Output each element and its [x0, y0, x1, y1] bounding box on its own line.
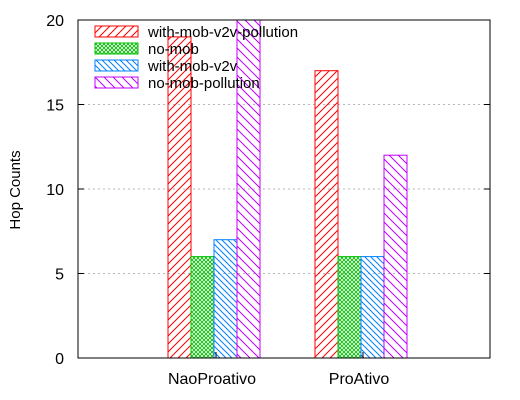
legend-label: with-mob-v2v	[147, 58, 238, 75]
legend-label: no-mob-pollution	[148, 75, 260, 92]
legend-label: with-mob-v2v-pollution	[147, 24, 298, 41]
y-tick-label: 10	[46, 182, 64, 199]
y-tick-label: 20	[46, 13, 64, 30]
bar-with-mob-v2v-NaoProativo	[213, 239, 238, 359]
bar-no-mob-pollution-NaoProativo	[236, 19, 261, 359]
grid-lines	[78, 104, 490, 274]
y-tick-label: 5	[55, 267, 64, 284]
legend-label: no-mob	[148, 41, 199, 58]
legend-swatch	[94, 42, 139, 55]
y-axis-title: Hop Counts	[7, 150, 24, 229]
bar-no-mob-NaoProativo	[190, 256, 215, 359]
legend-swatch	[94, 76, 139, 89]
legend-swatch	[94, 25, 139, 38]
bar-no-mob-ProAtivo	[337, 256, 362, 359]
axis-ticks: 0 5 10 15 20 NaoProativo ProAtivo	[46, 13, 490, 388]
bar-with-mob-v2v-ProAtivo	[360, 256, 385, 359]
legend: with-mob-v2v-pollutionno-mobwith-mob-v2v…	[94, 24, 298, 92]
x-tick-label: ProAtivo	[329, 371, 390, 388]
y-tick-label: 0	[55, 351, 64, 368]
x-tick-label: NaoProativo	[168, 371, 256, 388]
bar-with-mob-v2v-pollution-ProAtivo	[314, 70, 339, 359]
legend-swatch	[94, 59, 139, 72]
bar-no-mob-pollution-ProAtivo	[383, 154, 408, 359]
y-tick-label: 15	[46, 98, 64, 115]
